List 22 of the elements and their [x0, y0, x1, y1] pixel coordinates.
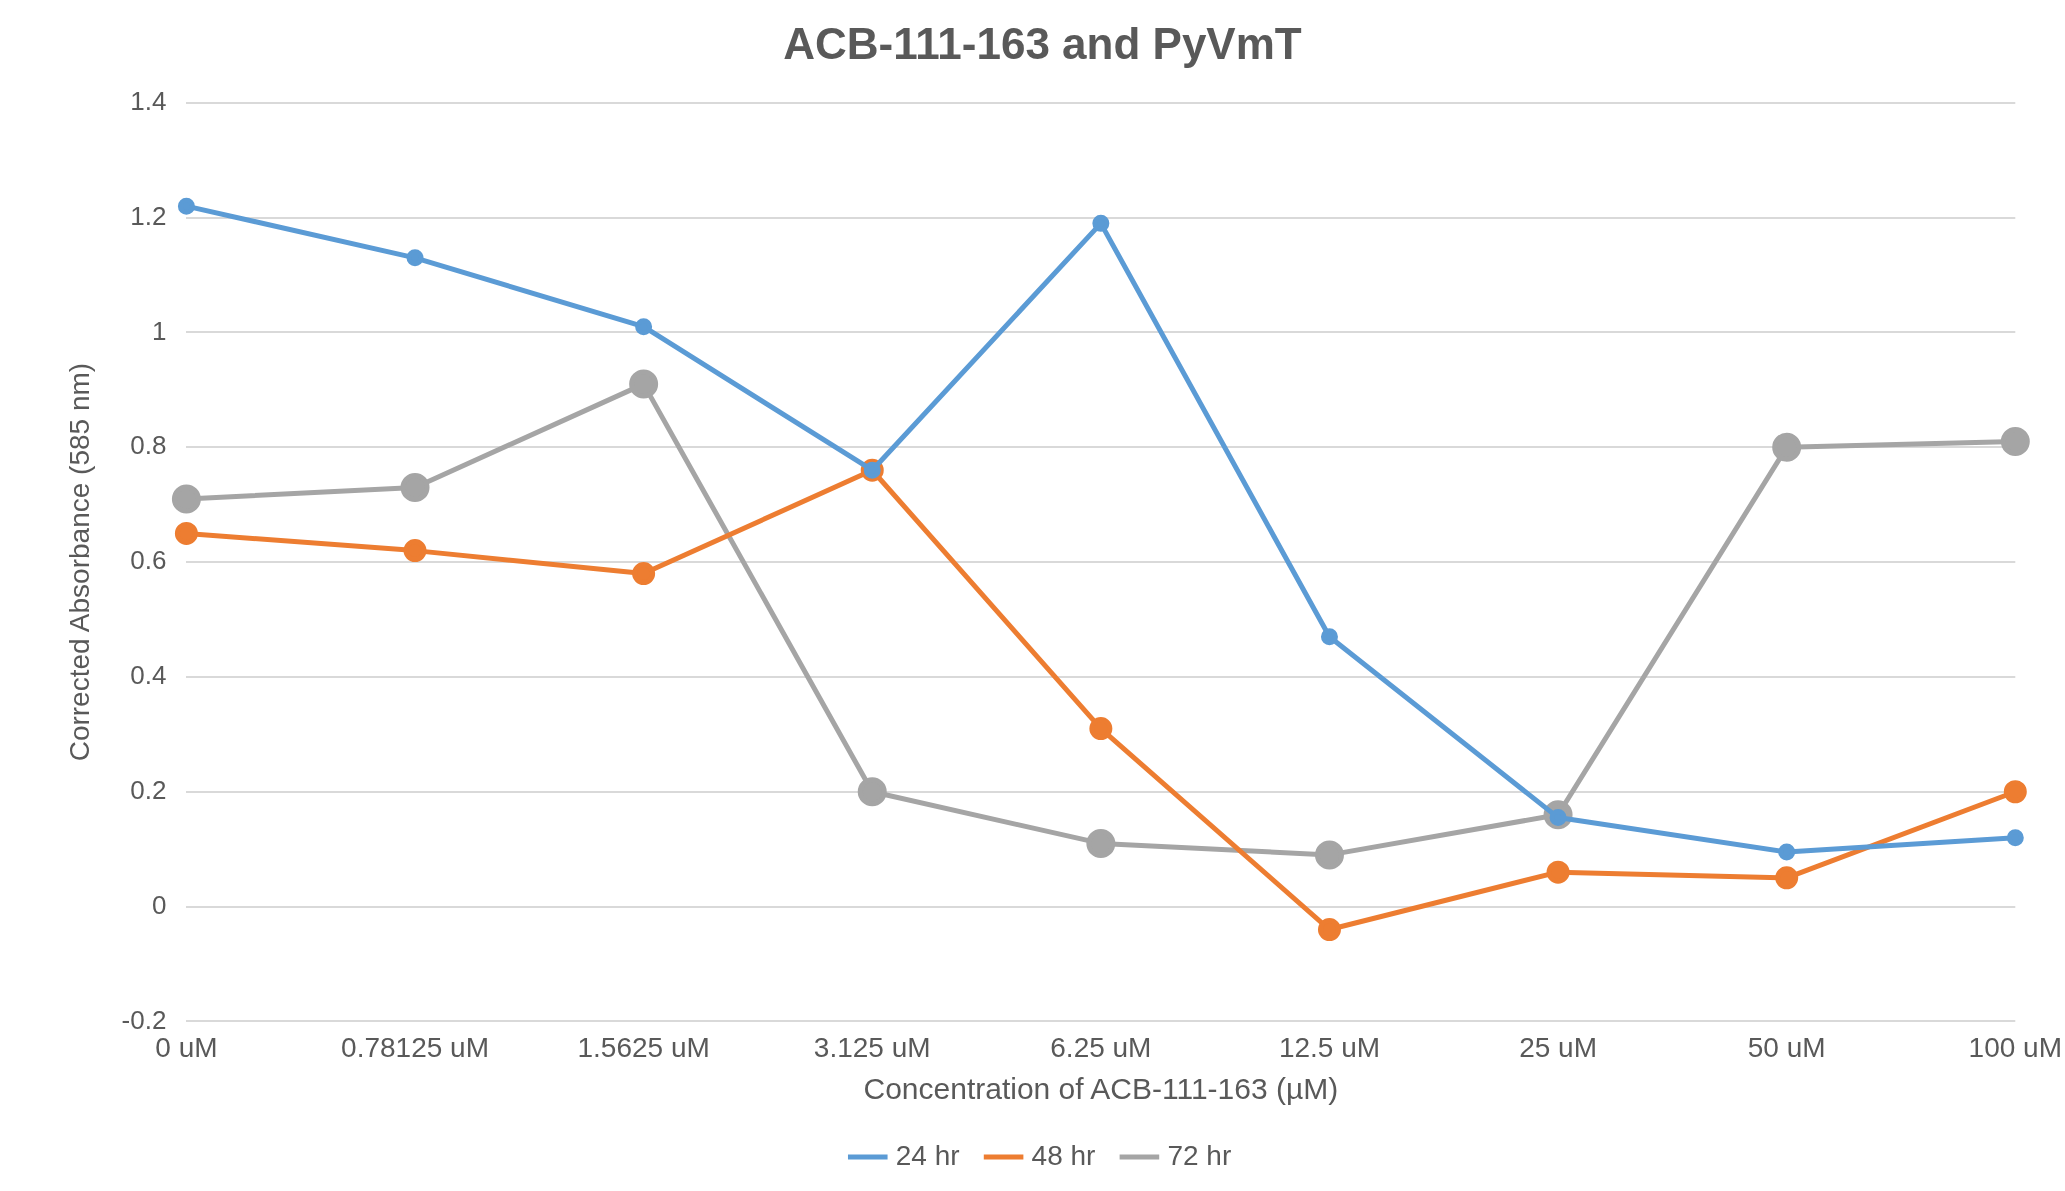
x-tick-label: 12.5 uM: [1278, 1031, 1381, 1063]
x-tick-label: 0.78125 uM: [341, 1031, 489, 1063]
x-tick-label: 3.125 uM: [813, 1031, 931, 1063]
y-tick-label: 0: [151, 889, 167, 920]
x-tick-label: 1.5625 uM: [577, 1031, 710, 1063]
legend-label: 72 hr: [1167, 1139, 1232, 1171]
x-tick-label: 50 uM: [1747, 1031, 1826, 1063]
x-axis-title: Concentration of ACB-111-163 (µM): [863, 1072, 1339, 1106]
y-tick-label: 1: [151, 315, 167, 346]
legend-label: 48 hr: [1031, 1139, 1096, 1171]
y-tick-label: 0.4: [130, 660, 167, 691]
x-tick-label: 25 uM: [1519, 1031, 1597, 1063]
y-tick-label: 0.2: [130, 774, 167, 805]
x-tick-label: 100 uM: [1968, 1031, 2063, 1063]
y-tick-label: 0.6: [130, 545, 167, 576]
legend-label: 24 hr: [895, 1139, 960, 1171]
y-tick-label: 1.4: [130, 85, 167, 116]
x-tick-label: 6.25 uM: [1050, 1031, 1152, 1063]
y-tick-label: 1.2: [130, 200, 167, 231]
chart-title: ACB-111-163 and PyVmT: [783, 18, 1302, 68]
y-axis-title: Corrected Absorbance (585 nm): [63, 362, 95, 762]
y-tick-label: 0.8: [130, 430, 167, 461]
